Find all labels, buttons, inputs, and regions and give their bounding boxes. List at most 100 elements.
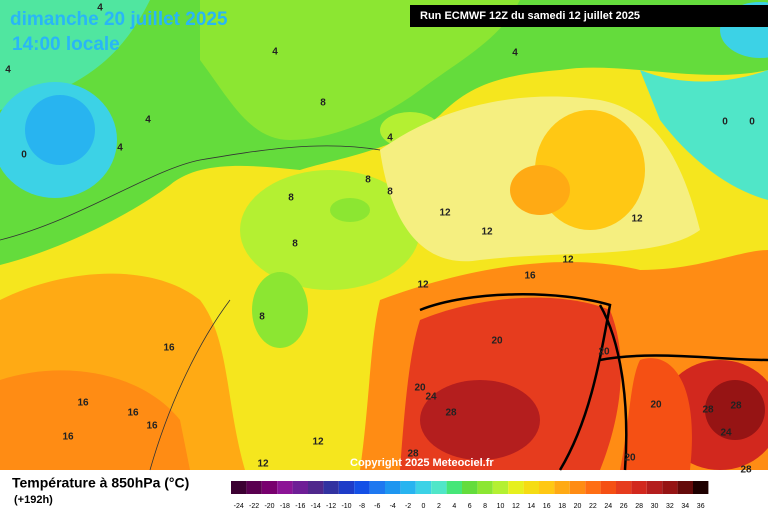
contour-label: 16 <box>62 432 74 443</box>
scale-swatch <box>431 481 447 494</box>
contour-label: 8 <box>387 187 393 198</box>
scale-label: -6 <box>374 503 380 510</box>
contour-label: 8 <box>259 312 265 323</box>
scale-label: 26 <box>620 503 628 510</box>
contour-label: 12 <box>562 255 574 266</box>
scale-label: 0 <box>422 503 426 510</box>
scale-label: -24 <box>234 503 244 510</box>
scale-swatch <box>600 481 616 494</box>
scale-swatch <box>508 481 524 494</box>
scale-swatch <box>261 481 278 494</box>
scale-label: -8 <box>359 503 365 510</box>
contour-label: 0 <box>722 117 728 128</box>
contour-label: 12 <box>631 214 643 225</box>
scale-swatch <box>616 481 632 494</box>
contour-label: 4 <box>117 143 123 154</box>
scale-label: 10 <box>497 503 505 510</box>
contour-label: 20 <box>414 383 426 394</box>
scale-swatch <box>292 481 308 494</box>
contour-label: 28 <box>702 405 714 416</box>
contour-label: 12 <box>312 437 324 448</box>
scale-swatch <box>631 481 647 494</box>
scale-label: 34 <box>681 503 689 510</box>
contour-label: 20 <box>598 347 610 358</box>
contour-label: 4 <box>97 3 103 14</box>
scale-swatch <box>523 481 539 494</box>
contour-label: 16 <box>146 421 158 432</box>
scale-swatch <box>462 481 478 494</box>
scale-swatch <box>354 481 370 494</box>
legend-title: Température à 850hPa (°C) <box>12 475 189 491</box>
contour-label: 4 <box>387 133 393 144</box>
contour-label: 12 <box>417 280 429 291</box>
contour-label: 16 <box>77 398 89 409</box>
contour-label: 20 <box>624 453 636 464</box>
run-info: Run ECMWF 12Z du samedi 12 juillet 2025 <box>420 10 640 22</box>
scale-label: 8 <box>483 503 487 510</box>
scale-swatch <box>693 481 709 494</box>
scale-label: 20 <box>574 503 582 510</box>
run-box <box>410 5 768 27</box>
scale-swatch <box>385 481 401 494</box>
contour-label: 28 <box>730 401 742 412</box>
contour-label: 4 <box>272 47 278 58</box>
contour-label: 4 <box>5 65 11 76</box>
scale-swatch <box>338 481 355 494</box>
scale-label: 2 <box>437 503 441 510</box>
scale-swatch <box>646 481 663 494</box>
scale-swatch <box>585 481 601 494</box>
contour-label: 24 <box>425 392 437 403</box>
contour-label: 20 <box>491 336 503 347</box>
scale-swatch <box>539 481 555 494</box>
color-scale: -24 -22 -20 -18 -16 -14 -12 -10 -8 -6 -4 -2 0 2 4 6 8 10 1… <box>231 481 709 510</box>
contour-label: 8 <box>320 98 326 109</box>
contour-label: 0 <box>749 117 755 128</box>
scale-swatch <box>323 481 339 494</box>
scale-label: -18 <box>280 503 290 510</box>
contour-label: 16 <box>127 408 139 419</box>
contour-label: 0 <box>21 150 27 161</box>
lead-time: (+192h) <box>14 494 53 506</box>
contour-label: 28 <box>740 465 752 476</box>
scale-label: -10 <box>341 503 351 510</box>
scale-swatch <box>477 481 493 494</box>
contour-label: 20 <box>650 400 662 411</box>
copyright: Copyright 2025 Meteociel.fr <box>350 457 494 469</box>
scale-swatch <box>308 481 324 494</box>
scale-label: 12 <box>512 503 520 510</box>
scale-label: -14 <box>311 503 321 510</box>
contour-label: 12 <box>257 459 269 470</box>
contour-label: 8 <box>288 193 294 204</box>
contour-label: 4 <box>512 48 518 59</box>
contour-label: 12 <box>481 227 493 238</box>
scale-label: -16 <box>295 503 305 510</box>
scale-label: 22 <box>589 503 597 510</box>
scale-label: -22 <box>249 503 259 510</box>
contour-label: 8 <box>365 175 371 186</box>
contour-label: 28 <box>445 408 457 419</box>
scale-label: 30 <box>651 503 659 510</box>
scale-label: 6 <box>468 503 472 510</box>
scale-label: 4 <box>452 503 456 510</box>
contour-label: 16 <box>163 343 175 354</box>
scale-swatch <box>369 481 385 494</box>
scale-label: 36 <box>697 503 705 510</box>
contour-labels: 4 4 4 4 4 4 4 0 0 0 8 8 8 8 8 8 12 12 12 12 12 12 12 16 16 16 16 16… <box>5 3 755 476</box>
scale-swatch <box>231 481 247 494</box>
scale-label: 18 <box>558 503 566 510</box>
map-title: dimanche 20 juillet 2025 <box>10 9 228 30</box>
scale-swatch <box>400 481 416 494</box>
scale-swatch <box>554 481 570 494</box>
scale-swatch <box>662 481 678 494</box>
local-time: 14:00 locale <box>12 34 120 55</box>
scale-label: 32 <box>666 503 674 510</box>
contour-label: 28 <box>407 449 419 460</box>
scale-swatch <box>677 481 693 494</box>
scale-label: 28 <box>635 503 643 510</box>
scale-swatch <box>569 481 586 494</box>
scale-swatch <box>492 481 509 494</box>
scale-label: -4 <box>390 503 396 510</box>
scale-label: 16 <box>543 503 551 510</box>
scale-label: -20 <box>264 503 274 510</box>
